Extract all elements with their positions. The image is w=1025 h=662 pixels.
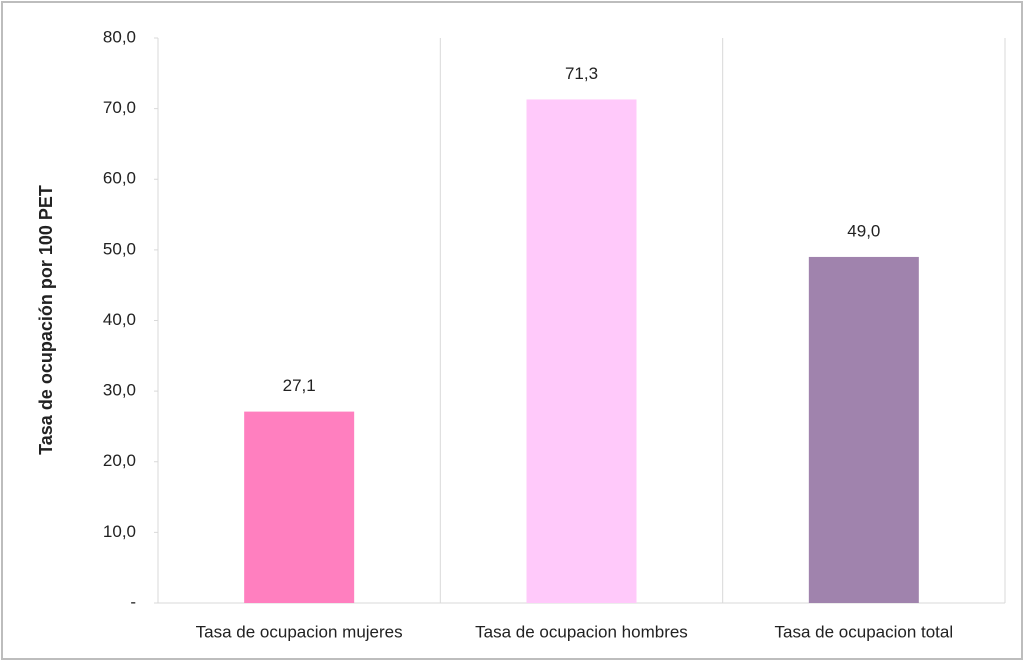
x-tick-label: Tasa de ocupacion total xyxy=(775,622,954,641)
y-tick-label: - xyxy=(130,592,136,611)
value-label: 27,1 xyxy=(283,376,316,395)
y-tick-label: 10,0 xyxy=(103,522,136,541)
y-tick-label: 30,0 xyxy=(103,381,136,400)
y-tick-label: 20,0 xyxy=(103,451,136,470)
x-tick-label: Tasa de ocupacion hombres xyxy=(475,622,688,641)
y-tick-label: 50,0 xyxy=(103,239,136,258)
y-tick-label: 70,0 xyxy=(103,98,136,117)
y-tick-label: 40,0 xyxy=(103,310,136,329)
bar xyxy=(808,256,919,603)
value-label: 49,0 xyxy=(847,221,880,240)
y-tick-label: 80,0 xyxy=(103,27,136,46)
x-tick-label: Tasa de ocupacion mujeres xyxy=(196,622,403,641)
y-axis-title: Tasa de ocupación por 100 PET xyxy=(36,185,56,455)
bar xyxy=(244,411,355,603)
value-label: 71,3 xyxy=(565,64,598,83)
y-tick-label: 60,0 xyxy=(103,169,136,188)
bar xyxy=(526,99,637,603)
